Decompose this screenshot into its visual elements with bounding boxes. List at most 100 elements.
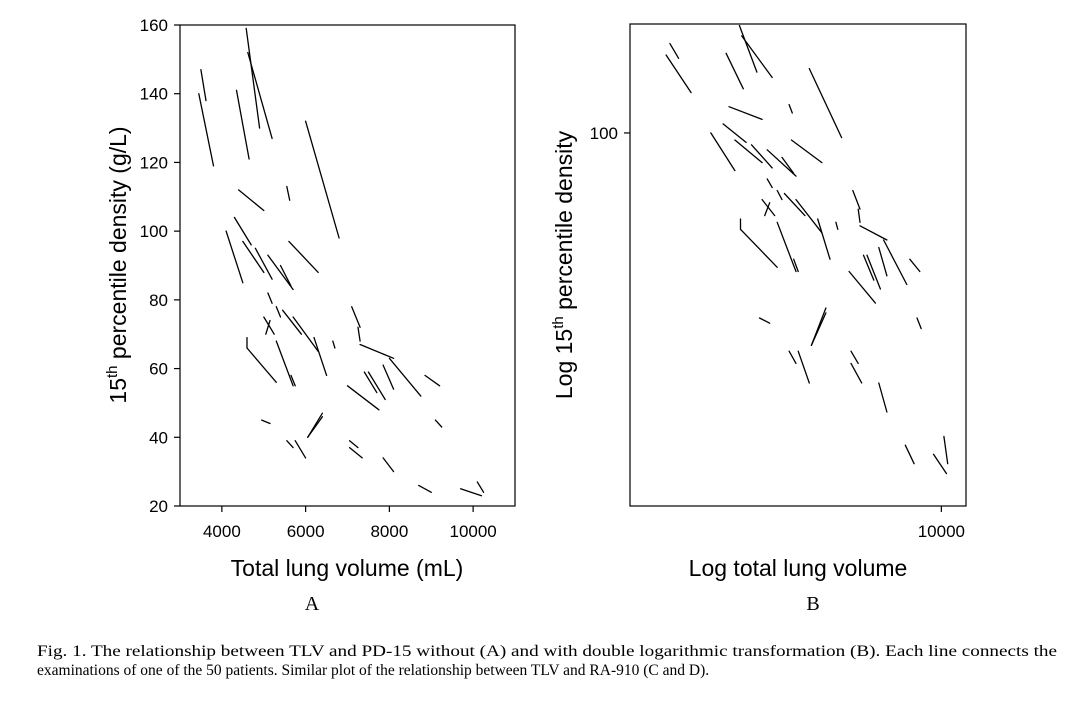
panel-a-patient-line xyxy=(288,240,319,274)
panel-b-patient-line xyxy=(734,139,763,164)
panel-a-patient-line xyxy=(307,412,324,438)
panel-b-patient-line xyxy=(848,270,877,304)
panel-b-patient-line xyxy=(776,189,783,201)
panel-b-patient-line xyxy=(766,178,773,189)
panel-b-plot-frame xyxy=(629,23,967,507)
panel-b-patient-line xyxy=(795,198,823,234)
panel-b-patient-line xyxy=(862,254,875,281)
panel-a-patient-line xyxy=(351,306,361,328)
panel-b-patient-line xyxy=(722,123,747,144)
panel-a-y-tick-label: 80 xyxy=(149,291,168,310)
panel-b-patient-line xyxy=(835,221,839,230)
panel-a-patient-line xyxy=(275,306,282,318)
panel-a-patient-line xyxy=(242,240,265,274)
panel-b-patient-line xyxy=(932,453,948,475)
panel-b-patient-line xyxy=(764,202,771,217)
panel-a-patient-line xyxy=(275,340,294,387)
panel-a-patient-lines xyxy=(198,27,485,497)
panel-b-patient-line xyxy=(850,362,863,384)
panel-b-patient-line xyxy=(710,132,736,172)
panel-b-patient-line xyxy=(866,254,882,290)
panel-b-ticks: 10000 100 xyxy=(590,124,965,541)
panel-a-patient-line xyxy=(235,89,250,160)
panel-b-patient-lines xyxy=(665,24,949,475)
figure-caption: Fig. 1. The relationship between TLV and… xyxy=(37,643,1057,679)
panel-a-patient-line xyxy=(237,189,265,212)
panel-a-x-axis-label: Total lung volume (mL) xyxy=(231,555,464,581)
panel-a-patient-line xyxy=(233,216,252,246)
panel-a-patient-line xyxy=(290,374,296,387)
panel-b-patient-line xyxy=(665,54,692,94)
panel-b-patient-line xyxy=(776,221,797,273)
panel-b-patient-line xyxy=(878,246,888,277)
panel-a-patient-line xyxy=(357,326,361,342)
panel-a-x-tick-label: 10000 xyxy=(449,522,496,541)
panel-b-patient-line xyxy=(669,42,680,59)
panel-a-patient-line xyxy=(286,185,291,201)
panel-b-patient-line xyxy=(788,350,797,365)
panel-b-patient-line xyxy=(808,67,843,139)
panel-b-patient-line xyxy=(728,106,763,121)
panel-a-patient-line xyxy=(281,309,303,335)
panel-b-patient-line xyxy=(857,208,861,223)
panel-b-patient-line xyxy=(852,189,861,210)
panel-a-chart: 4000 6000 8000 10000 20 40 60 80 100 120 140 160 To… xyxy=(104,16,516,615)
panel-b-patient-line xyxy=(739,228,778,268)
panel-b-patient-line xyxy=(916,317,922,330)
panel-a-y-tick-label: 40 xyxy=(149,428,168,447)
panel-a-y-tick-label: 140 xyxy=(140,85,168,104)
panel-a-patient-line xyxy=(245,27,261,129)
panel-a-plot-frame xyxy=(179,24,516,507)
panel-a-patient-line xyxy=(261,419,271,425)
panel-b-patient-line xyxy=(878,382,888,413)
panel-b-patient-line xyxy=(741,35,773,79)
panel-a-patient-line xyxy=(304,120,340,239)
panel-a-letter: A xyxy=(305,593,320,615)
panel-a-patient-line xyxy=(313,336,328,377)
panel-a-patient-line xyxy=(254,247,273,280)
panel-a-patient-line xyxy=(267,254,294,291)
panel-b-patient-line xyxy=(758,317,771,324)
panel-a-patient-line xyxy=(294,440,307,459)
panel-a-y-tick-label: 60 xyxy=(149,360,168,379)
panel-a-patient-line xyxy=(418,484,432,493)
panel-a-patient-line xyxy=(292,316,319,353)
panel-a-patient-line xyxy=(476,481,485,493)
panel-a-patient-line xyxy=(434,419,443,428)
panel-a-patient-line xyxy=(424,374,441,387)
panel-a-patient-line xyxy=(247,51,273,140)
panel-a-patient-line xyxy=(348,440,359,449)
panel-b-patient-line xyxy=(793,258,799,273)
panel-b-patient-line xyxy=(738,24,758,73)
panel-a-x-tick-label: 8000 xyxy=(370,522,408,541)
panel-a-patient-line xyxy=(225,230,244,284)
panel-a-patient-line xyxy=(246,347,277,383)
panel-a-y-tick-label: 20 xyxy=(149,497,168,516)
panel-b-patient-line xyxy=(859,225,888,241)
panel-a-patient-line xyxy=(348,446,363,459)
panel-b-patient-line xyxy=(904,444,915,465)
panel-b-patient-line xyxy=(797,350,810,384)
panel-a-patient-line xyxy=(332,340,336,349)
panel-b-patient-line xyxy=(817,218,831,260)
panel-a-patient-line xyxy=(279,264,292,287)
panel-a-y-tick-label: 120 xyxy=(140,153,168,172)
panel-a-patient-line xyxy=(382,457,395,473)
panel-b-patient-line xyxy=(909,258,921,273)
panel-b-patient-line xyxy=(788,103,793,114)
panel-a-patient-line xyxy=(200,69,207,102)
panel-b-patient-line xyxy=(750,144,773,169)
panel-b-chart: 10000 100 Log total lung volume Log 15th … xyxy=(550,23,967,615)
panel-b-x-tick-label: 10000 xyxy=(918,522,965,541)
caption-line-1: Fig. 1. The relationship between TLV and… xyxy=(37,643,1057,660)
panel-b-letter: B xyxy=(806,593,819,615)
panel-a-x-tick-label: 6000 xyxy=(287,522,325,541)
panel-a-x-tick-label: 4000 xyxy=(203,522,241,541)
panel-b-x-axis-label: Log total lung volume xyxy=(689,555,908,581)
caption-line-2: examinations of one of the 50 patients. … xyxy=(37,662,709,679)
panel-b-patient-line xyxy=(943,435,949,465)
panel-b-patient-line xyxy=(725,52,744,90)
panel-a-patient-line xyxy=(346,385,380,411)
panel-a-patient-line xyxy=(382,364,395,390)
